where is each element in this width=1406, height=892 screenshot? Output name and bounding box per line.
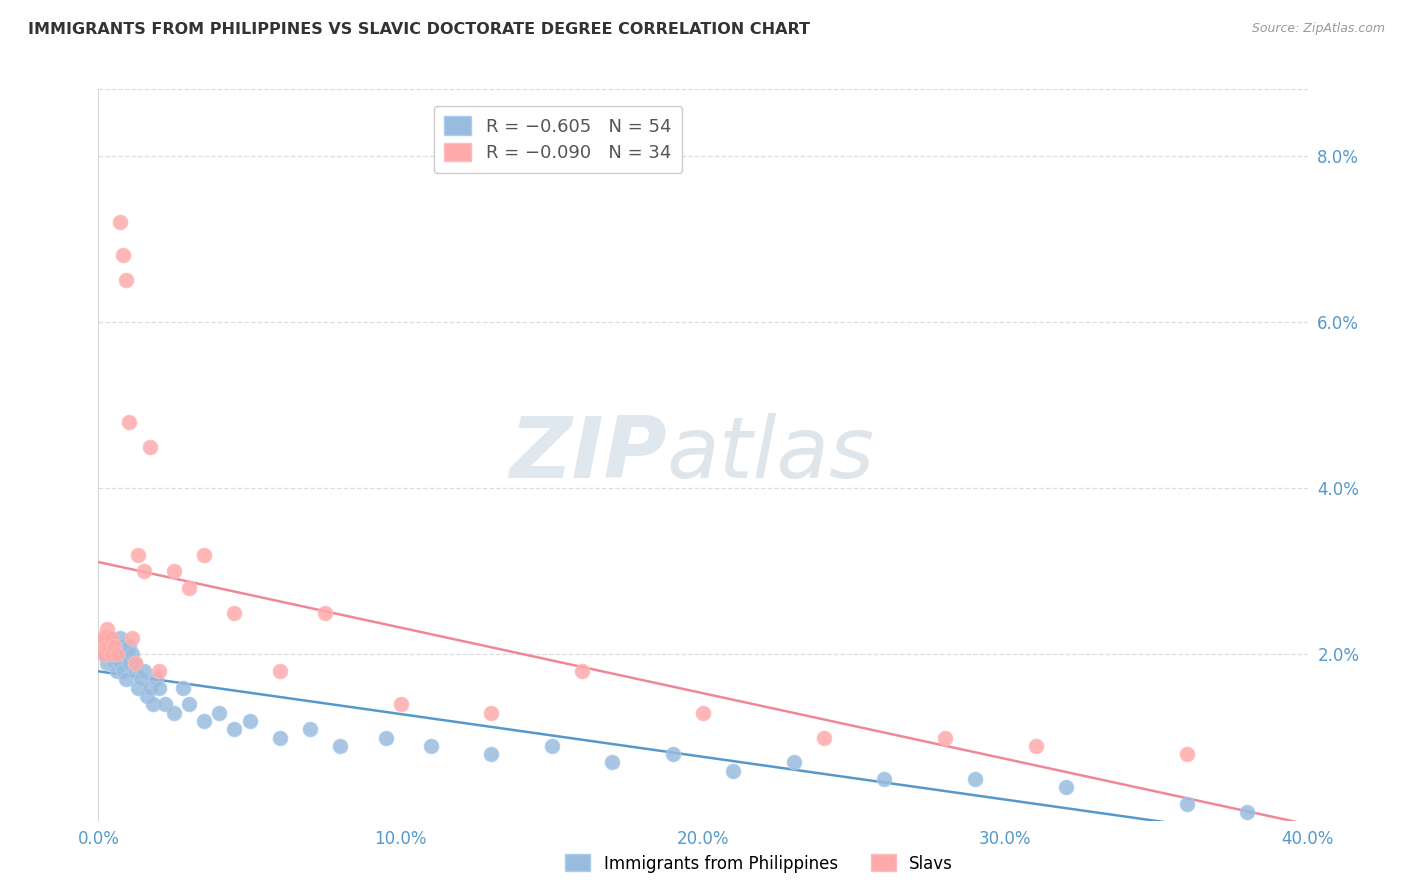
Point	[179, 698, 201, 712]
Point	[239, 714, 262, 728]
Point	[481, 706, 503, 720]
Point	[1236, 805, 1258, 820]
Point	[121, 648, 143, 662]
Legend: Immigrants from Philippines, Slavs: Immigrants from Philippines, Slavs	[558, 847, 960, 880]
Point	[329, 739, 352, 753]
Text: atlas: atlas	[666, 413, 875, 497]
Point	[121, 631, 143, 645]
Point	[692, 706, 714, 720]
Point	[100, 648, 122, 662]
Point	[1175, 747, 1198, 761]
Point	[103, 639, 125, 653]
Text: ZIP: ZIP	[509, 413, 666, 497]
Legend: R = −0.605   N = 54, R = −0.090   N = 34: R = −0.605 N = 54, R = −0.090 N = 34	[433, 105, 682, 173]
Point	[965, 772, 987, 786]
Point	[723, 764, 745, 778]
Point	[111, 248, 134, 262]
Point	[813, 731, 835, 745]
Point	[111, 639, 134, 653]
Point	[100, 631, 122, 645]
Point	[129, 673, 152, 687]
Point	[389, 698, 412, 712]
Point	[114, 673, 136, 687]
Point	[105, 648, 128, 662]
Point	[108, 656, 131, 670]
Point	[163, 564, 186, 578]
Point	[90, 631, 112, 645]
Point	[142, 698, 165, 712]
Point	[103, 656, 125, 670]
Point	[208, 706, 231, 720]
Point	[93, 631, 115, 645]
Point	[108, 215, 131, 229]
Point	[420, 739, 443, 753]
Point	[873, 772, 896, 786]
Point	[118, 656, 141, 670]
Point	[224, 606, 246, 620]
Point	[172, 681, 194, 695]
Point	[114, 273, 136, 287]
Point	[179, 581, 201, 595]
Point	[163, 706, 186, 720]
Point	[105, 648, 128, 662]
Point	[127, 548, 149, 562]
Point	[100, 631, 122, 645]
Point	[124, 656, 146, 670]
Point	[114, 648, 136, 662]
Point	[145, 673, 167, 687]
Point	[132, 664, 155, 678]
Point	[132, 564, 155, 578]
Point	[93, 648, 115, 662]
Point	[90, 639, 112, 653]
Point	[118, 415, 141, 429]
Text: Source: ZipAtlas.com: Source: ZipAtlas.com	[1251, 22, 1385, 36]
Point	[314, 606, 336, 620]
Point	[124, 656, 146, 670]
Point	[111, 664, 134, 678]
Point	[571, 664, 593, 678]
Point	[269, 664, 291, 678]
Point	[124, 664, 146, 678]
Point	[1024, 739, 1046, 753]
Point	[193, 714, 215, 728]
Point	[90, 639, 112, 653]
Point	[540, 739, 562, 753]
Point	[118, 639, 141, 653]
Point	[269, 731, 291, 745]
Point	[139, 681, 162, 695]
Point	[934, 731, 956, 745]
Point	[602, 756, 624, 770]
Point	[96, 623, 118, 637]
Point	[100, 648, 122, 662]
Point	[96, 656, 118, 670]
Point	[1175, 797, 1198, 811]
Point	[139, 440, 162, 454]
Point	[374, 731, 396, 745]
Point	[224, 723, 246, 737]
Point	[96, 639, 118, 653]
Point	[148, 664, 170, 678]
Point	[148, 681, 170, 695]
Point	[96, 639, 118, 653]
Point	[93, 648, 115, 662]
Point	[135, 689, 157, 703]
Point	[93, 631, 115, 645]
Point	[481, 747, 503, 761]
Point	[105, 664, 128, 678]
Point	[103, 639, 125, 653]
Point	[153, 698, 176, 712]
Point	[783, 756, 806, 770]
Point	[193, 548, 215, 562]
Text: IMMIGRANTS FROM PHILIPPINES VS SLAVIC DOCTORATE DEGREE CORRELATION CHART: IMMIGRANTS FROM PHILIPPINES VS SLAVIC DO…	[28, 22, 810, 37]
Point	[127, 681, 149, 695]
Point	[299, 723, 322, 737]
Point	[662, 747, 685, 761]
Point	[1054, 780, 1077, 795]
Point	[108, 631, 131, 645]
